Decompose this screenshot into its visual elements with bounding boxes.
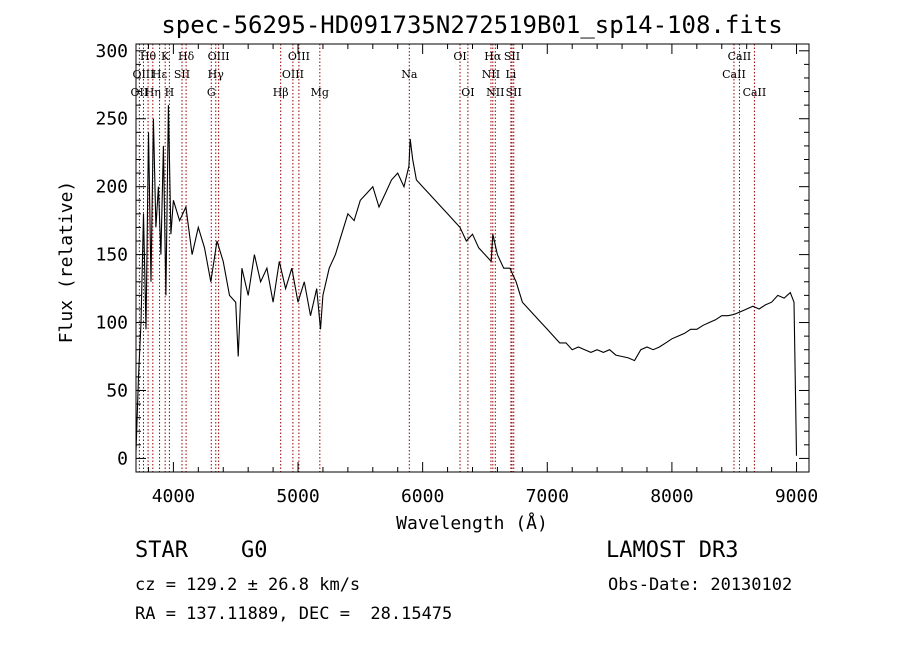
spectrum-line: [135, 105, 798, 456]
line-label: OI: [461, 86, 474, 99]
line-label: SII: [506, 86, 522, 99]
x-axis: 4000 5000 6000 7000 8000 9000: [147, 44, 818, 507]
observation-date: Obs-Date: 20130102: [608, 575, 793, 595]
y-tick-label: 0: [117, 448, 128, 469]
y-tick-label: 200: [95, 177, 128, 198]
line-label: SII: [504, 50, 520, 63]
y-tick-label: 250: [95, 109, 128, 130]
line-label: OIII: [208, 50, 230, 63]
x-tick-label: 6000: [401, 486, 444, 507]
line-label: OIII: [282, 68, 304, 81]
line-label: CaII: [743, 86, 767, 99]
chart-title: spec-56295-HD091735N272519B01_sp14-108.f…: [161, 11, 782, 39]
line-label: CaII: [722, 68, 746, 81]
line-label: Hα: [484, 50, 502, 63]
line-label: Mg: [311, 86, 329, 99]
x-tick-label: 5000: [276, 486, 319, 507]
line-label: Hε: [152, 68, 168, 81]
line-label: G: [207, 86, 216, 99]
x-tick-label: 8000: [650, 486, 693, 507]
line-label: NII: [486, 86, 504, 99]
subclass: G0: [240, 538, 268, 563]
emission-line-markers: [138, 44, 755, 472]
object-class: STAR: [135, 538, 188, 563]
line-label: K: [161, 50, 170, 63]
line-label: OI: [453, 50, 466, 63]
line-label: Li: [505, 68, 516, 81]
coordinates: RA = 137.11889, DEC = 28.15475: [135, 604, 453, 624]
y-axis: 0 50 100 150 200 250 300: [95, 41, 809, 469]
line-label: Hη: [145, 86, 161, 99]
survey-name: LAMOST DR3: [606, 538, 739, 563]
redshift-velocity: cz = 129.2 ± 26.8 km/s: [135, 575, 361, 595]
line-label: Na: [401, 68, 418, 81]
line-label: OII: [131, 86, 149, 99]
plot-frame: [135, 43, 810, 473]
line-label: CaII: [728, 50, 752, 63]
line-label: Hγ: [208, 68, 225, 81]
classification: STAR G0: [135, 538, 267, 563]
line-label: Hβ: [273, 86, 289, 99]
line-label: NII: [482, 68, 500, 81]
line-label: H: [165, 86, 175, 99]
x-axis-label: Wavelength (Å): [396, 512, 548, 534]
line-label: SII: [174, 68, 190, 81]
x-tick-label: 4000: [152, 486, 195, 507]
line-label: OIII: [288, 50, 310, 63]
y-axis-label: Flux (relative): [56, 181, 77, 344]
y-tick-label: 50: [106, 380, 128, 401]
y-tick-label: 100: [95, 313, 128, 334]
y-tick-label: 150: [95, 245, 128, 266]
line-label: Hθ: [140, 50, 157, 63]
x-tick-label: 9000: [775, 486, 818, 507]
line-label: Hδ: [178, 50, 195, 63]
y-tick-label: 300: [95, 41, 128, 62]
x-tick-label: 7000: [526, 486, 569, 507]
